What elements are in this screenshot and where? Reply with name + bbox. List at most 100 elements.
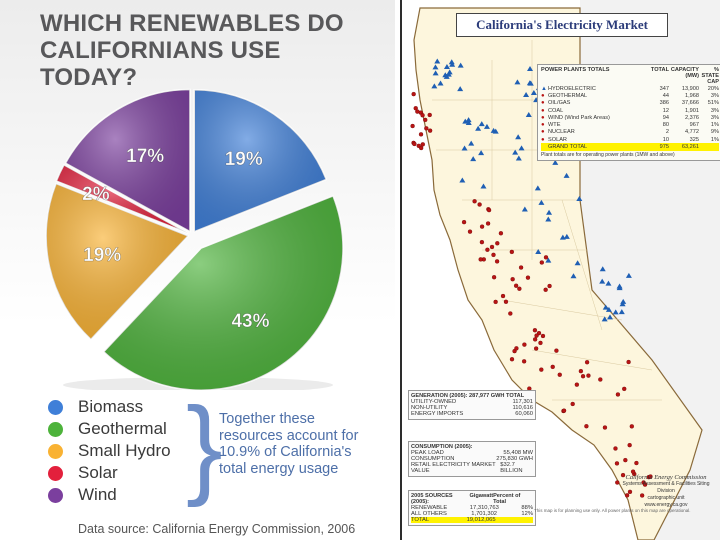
sources-total-value: 19,012,065 — [466, 517, 496, 523]
legend-item-geothermal: Geothermal — [48, 418, 171, 440]
generation-value: 110,616 — [512, 405, 533, 411]
hydro-plant-marker — [563, 172, 570, 178]
thermal-plant-marker — [525, 275, 531, 280]
note-line: Together these — [219, 411, 315, 427]
thermal-plant-marker — [620, 472, 626, 478]
thermal-plant-marker — [627, 489, 633, 494]
pie-slice-shading — [194, 89, 327, 232]
hydro-plant-marker — [530, 90, 537, 96]
thermal-plant-marker — [561, 408, 567, 413]
legend-item-solar: Solar — [48, 462, 171, 484]
hydro-plant-marker — [570, 273, 577, 279]
legend-label: Solar — [78, 463, 118, 482]
sources-row: ALL OTHERS 1,701,302 12% — [411, 511, 533, 517]
generation-row: ENERGY IMPORTS 60,060 — [411, 411, 533, 417]
hydro-plant-marker — [462, 118, 469, 124]
thermal-plant-marker — [518, 265, 524, 270]
thermal-plant-marker — [491, 275, 497, 280]
consumption-value: $32.7 BILLION — [500, 462, 523, 474]
power-plants-table: POWER PLANTS TOTALS TOTAL CAPACITY (MW) … — [537, 64, 720, 161]
hydro-plant-marker — [625, 272, 632, 278]
renewables-note: Together these resources account for 10.9%… — [219, 411, 389, 477]
thermal-plant-marker — [521, 359, 527, 364]
sources-header: 2005 SOURCES (2005): Gigawatt Percent of… — [411, 493, 533, 505]
thermal-plant-marker — [514, 346, 519, 351]
pie-label-solar: 2% — [82, 184, 110, 205]
sources-value: 1,701,302 — [471, 511, 498, 517]
power-plant-row: ● WIND (Wind Park Areas) 94 2,376 3% — [541, 114, 719, 121]
hydro-plant-marker — [620, 298, 627, 304]
power-plant-mark: ● — [541, 114, 545, 121]
thermal-plant-marker — [489, 244, 495, 250]
pie-slice-shading — [46, 183, 189, 340]
hydro-plant-marker — [461, 145, 468, 151]
chart-title: WHICH RENEWABLES DO CALIFORNIANS USE TOD… — [40, 10, 344, 91]
hydro-plant-marker — [523, 92, 530, 98]
thermal-plant-marker — [614, 461, 620, 466]
sources-total-row: TOTAL 19,012,065 — [411, 517, 533, 523]
power-plants-title: POWER PLANTS TOTALS — [541, 67, 610, 73]
power-plant-total: 2 — [665, 129, 669, 136]
thermal-plant-marker — [522, 342, 527, 347]
agency-line: cartographic unit — [647, 495, 685, 501]
thermal-plant-marker — [472, 199, 477, 204]
map-title: California's Electricity Market — [456, 13, 668, 37]
power-plant-capacity: 1,968 — [685, 92, 699, 99]
brace-decoration: } — [186, 385, 223, 508]
power-plant-pct: 51% — [707, 100, 719, 107]
sources-title: 2005 SOURCES (2005): — [411, 493, 453, 505]
hydro-plant-marker — [525, 112, 532, 118]
pie-label-small-hydro: 19% — [83, 245, 121, 266]
hydro-plant-marker — [545, 257, 552, 263]
note-line: 10.9% of California's — [219, 444, 352, 460]
power-plant-row: ▲ HYDROELECTRIC 347 13,900 20% — [541, 85, 719, 92]
thermal-plant-marker — [485, 247, 490, 252]
thermal-plant-marker — [427, 128, 433, 133]
generation-value: 117,301 — [512, 399, 533, 405]
thermal-plant-marker — [627, 443, 632, 448]
grand-total-count: 975 — [659, 144, 669, 151]
hydro-plant-marker — [512, 149, 519, 155]
hydro-plant-marker — [449, 61, 456, 67]
note-line: total energy usage — [219, 460, 339, 477]
renewables-panel: WHICH RENEWABLES DO CALIFORNIANS USE TOD… — [0, 0, 395, 540]
thermal-plant-marker — [543, 255, 549, 260]
power-plants-table-header: POWER PLANTS TOTALS TOTAL CAPACITY (MW) … — [541, 67, 719, 85]
pie-slice-shading — [103, 195, 343, 390]
thermal-plant-marker — [622, 386, 627, 391]
power-plant-row: ● COAL 12 1,901 3% — [541, 107, 719, 114]
thermal-plant-marker — [467, 229, 473, 234]
thermal-plant-marker — [498, 231, 504, 236]
hydro-plant-marker — [448, 59, 455, 65]
power-plant-pct: 1% — [710, 136, 719, 143]
thermal-plant-marker — [630, 469, 636, 474]
thermal-plant-marker — [554, 348, 559, 353]
thermal-plant-marker — [586, 373, 591, 378]
generation-label: ENERGY IMPORTS — [411, 411, 464, 417]
power-plant-capacity: 325 — [689, 136, 699, 143]
thermal-plant-marker — [626, 359, 631, 365]
power-plant-capacity: 2,376 — [685, 114, 699, 121]
generation-label: NON-UTILITY — [411, 405, 448, 411]
pie-label-wind: 17% — [126, 146, 164, 167]
sources-row: RENEWABLE 17,310,763 88% — [411, 505, 533, 511]
pie-chart: 19% 43% 19% 2% 17% — [45, 88, 344, 390]
hydro-plant-marker — [478, 121, 485, 127]
pie-slice-shading — [56, 164, 189, 234]
sources-pct: 88% — [521, 505, 533, 511]
thermal-plant-marker — [570, 401, 575, 407]
hydro-plant-marker — [618, 309, 625, 315]
thermal-plant-marker — [532, 337, 538, 342]
consumption-row: RETAIL ELECTRICITY MARKET VALUE $32.7 BIL… — [411, 462, 533, 474]
sources-header-pct: Percent of Total — [493, 493, 521, 505]
hydro-plant-marker — [521, 206, 528, 212]
legend-item-biomass: Biomass — [48, 396, 171, 418]
hydro-plant-marker — [457, 62, 464, 68]
thermal-plant-marker — [584, 360, 590, 365]
power-plant-total: 386 — [659, 100, 669, 107]
hydro-plant-marker — [518, 145, 525, 151]
hydro-plant-marker — [480, 183, 487, 189]
hydro-plant-marker — [445, 71, 452, 77]
consumption-box: CONSUMPTION (2005): PEAK LOAD 55,408 MW CO… — [408, 441, 536, 477]
thermal-plant-marker — [418, 132, 424, 137]
